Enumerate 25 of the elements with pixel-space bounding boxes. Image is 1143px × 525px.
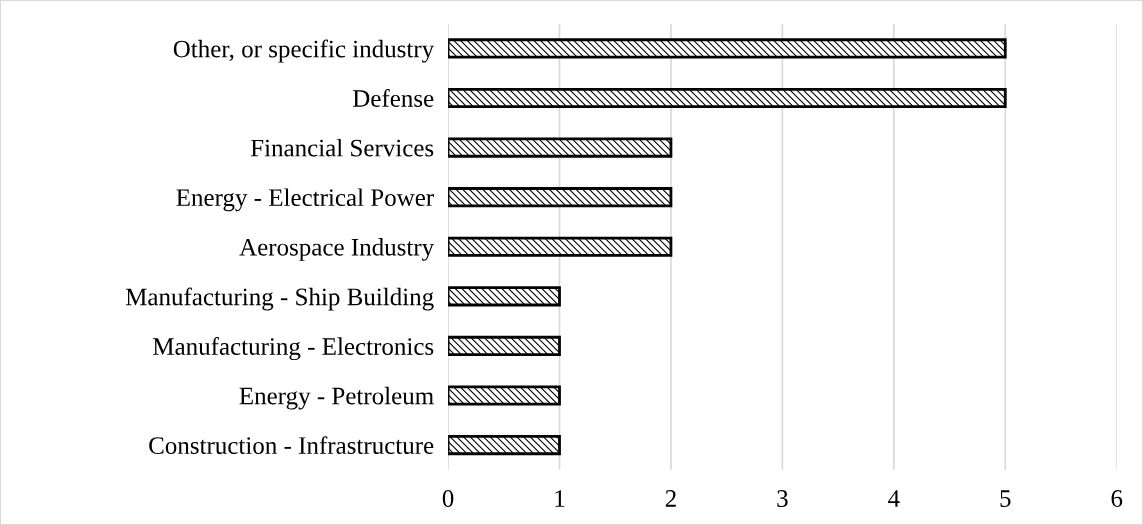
y-tick-label: Energy - Petroleum	[239, 386, 434, 410]
bar	[448, 385, 561, 406]
y-tick-label: Energy - Electrical Power	[176, 188, 434, 212]
bar	[448, 335, 561, 356]
bar	[448, 137, 673, 158]
x-tick-label: 1	[555, 490, 565, 507]
x-tick-label: 3	[777, 490, 788, 507]
y-tick-label: Financial Services	[250, 138, 434, 157]
x-tick-label: 4	[888, 490, 900, 507]
bar	[448, 187, 673, 208]
bar	[448, 435, 561, 456]
bar	[448, 38, 1007, 59]
y-tick-label: Construction - Infrastructure	[149, 436, 434, 454]
bar	[448, 87, 1007, 109]
x-tick-label: 6	[1111, 490, 1123, 507]
x-tick-label: 2	[665, 490, 676, 507]
bar	[448, 236, 673, 257]
y-tick-label: Manufacturing - Ship Building	[125, 287, 434, 311]
y-tick-label: Manufacturing - Electronics	[153, 337, 434, 361]
y-tick-label: Defense	[352, 89, 434, 107]
y-tick-label: Other, or specific industry	[173, 39, 435, 63]
x-tick-label: 0	[442, 490, 454, 507]
bar	[448, 286, 561, 307]
y-tick-label: Aerospace Industry	[239, 238, 435, 261]
x-tick-label: 5	[1000, 490, 1011, 507]
